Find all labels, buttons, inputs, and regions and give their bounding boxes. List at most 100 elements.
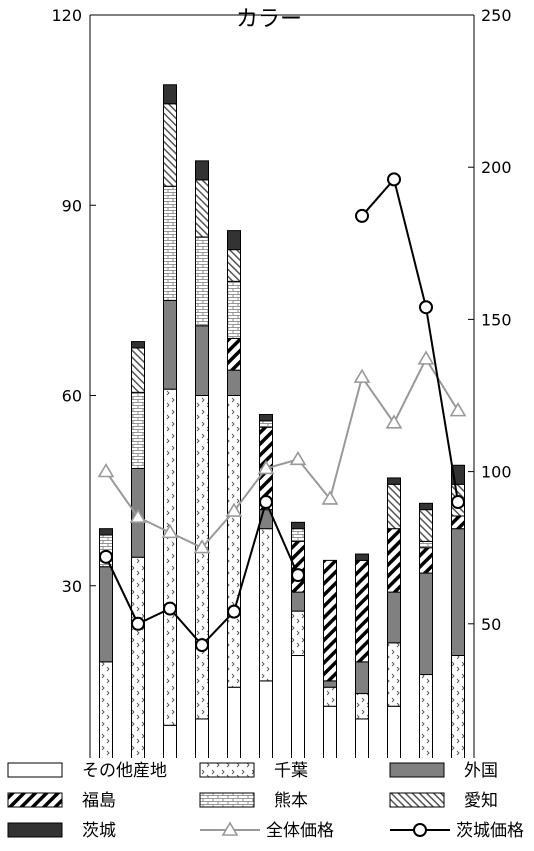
legend-marker xyxy=(413,823,427,837)
bar-segment xyxy=(291,528,305,542)
line-point xyxy=(99,549,113,564)
legend-label: 全体価格 xyxy=(266,821,334,841)
line-point xyxy=(129,508,147,523)
bar-segment xyxy=(323,686,337,707)
bar-segment xyxy=(131,341,145,349)
bar-segment xyxy=(131,347,145,393)
bar-segment xyxy=(131,391,145,469)
line-point xyxy=(451,495,465,510)
bar-segment xyxy=(195,325,209,396)
bar-segment xyxy=(451,528,465,657)
bar-segment xyxy=(387,591,401,644)
bar-segment xyxy=(419,502,433,511)
bar-segment xyxy=(99,528,113,536)
bar-segment xyxy=(355,693,369,720)
y-left-tick-label: 30 xyxy=(62,577,82,596)
legend-label: 福島 xyxy=(82,791,116,811)
y-right-tick-label: 100 xyxy=(481,463,512,482)
price-lines xyxy=(97,172,467,653)
chart-title: カラー xyxy=(236,7,302,32)
bar-segment xyxy=(291,521,305,530)
bar-segment xyxy=(195,160,209,181)
bar-segment xyxy=(131,556,145,761)
legend-label: 茨城価格 xyxy=(456,821,524,841)
line-point xyxy=(161,523,179,539)
line-point xyxy=(353,368,371,383)
bar-segment xyxy=(451,655,465,764)
bar-segment xyxy=(419,547,433,574)
bar-segment xyxy=(227,280,241,339)
y-left-tick-label: 120 xyxy=(51,6,82,25)
legend-background xyxy=(0,758,534,851)
legend-label: 千葉 xyxy=(274,761,308,781)
bar-segment xyxy=(323,559,337,682)
line-point xyxy=(227,604,241,619)
bar-segment xyxy=(259,414,273,422)
series-line xyxy=(105,356,459,549)
bar-segment xyxy=(387,642,401,707)
bar-segment xyxy=(259,420,273,428)
legend-swatch xyxy=(7,762,63,778)
bar-segment xyxy=(387,528,401,593)
line-point xyxy=(419,300,433,315)
bar-segment xyxy=(163,185,177,301)
legend-swatch xyxy=(7,822,63,838)
line-point xyxy=(321,490,339,505)
bar-segment xyxy=(195,179,209,238)
bar-segment xyxy=(419,572,433,676)
y-right-tick-label: 50 xyxy=(481,615,501,634)
line-point xyxy=(259,495,273,510)
line-point xyxy=(417,350,435,365)
bar-segment xyxy=(451,515,465,530)
bar-segment xyxy=(227,369,241,396)
y-right-tick-label: 150 xyxy=(481,310,512,329)
line-point xyxy=(355,208,369,223)
bar-segment xyxy=(227,230,241,251)
bar-segment xyxy=(419,540,433,549)
line-point xyxy=(163,601,177,616)
bar-segment xyxy=(291,610,305,657)
line-point xyxy=(193,539,211,554)
line-point xyxy=(387,172,401,187)
legend-label: 外国 xyxy=(464,761,498,781)
line-point xyxy=(131,616,145,631)
bar-segment xyxy=(323,680,337,688)
line-point xyxy=(97,463,115,478)
line-point xyxy=(195,638,209,653)
bar-segment xyxy=(163,388,177,726)
legend-marker xyxy=(221,821,239,836)
bar-segment xyxy=(291,591,305,612)
bar-segment xyxy=(227,249,241,282)
y-right-tick-label: 250 xyxy=(481,6,512,25)
bar-segment xyxy=(259,528,273,682)
bar-segment xyxy=(355,559,369,663)
bar-segment xyxy=(387,477,401,485)
bar-segment xyxy=(195,236,209,327)
line-point xyxy=(291,568,305,583)
line-point xyxy=(289,450,307,466)
legend-label: その他産地 xyxy=(82,761,167,781)
bar-segment xyxy=(227,395,241,688)
legend-label: 愛知 xyxy=(464,791,498,811)
legend-swatch xyxy=(389,792,445,808)
line-point xyxy=(225,502,243,517)
y-left-tick-label: 60 xyxy=(62,387,82,406)
legend-swatch xyxy=(7,792,63,808)
legend-label: 熊本 xyxy=(274,791,308,811)
bar-segment xyxy=(355,661,369,695)
line-point xyxy=(449,402,467,417)
y-right-tick-label: 200 xyxy=(481,158,512,177)
bar-segment xyxy=(419,509,433,542)
bar-segment xyxy=(163,84,177,105)
bar-segment xyxy=(163,103,177,187)
bar-segment xyxy=(163,299,177,390)
bar-segment xyxy=(419,674,433,761)
legend-swatch xyxy=(199,792,255,808)
bar-segment xyxy=(227,337,241,371)
legend-swatch xyxy=(199,762,255,778)
series-line xyxy=(361,177,459,503)
y-left-tick-label: 90 xyxy=(62,196,82,215)
bar-segment xyxy=(291,655,305,777)
bar-segment xyxy=(99,566,113,663)
